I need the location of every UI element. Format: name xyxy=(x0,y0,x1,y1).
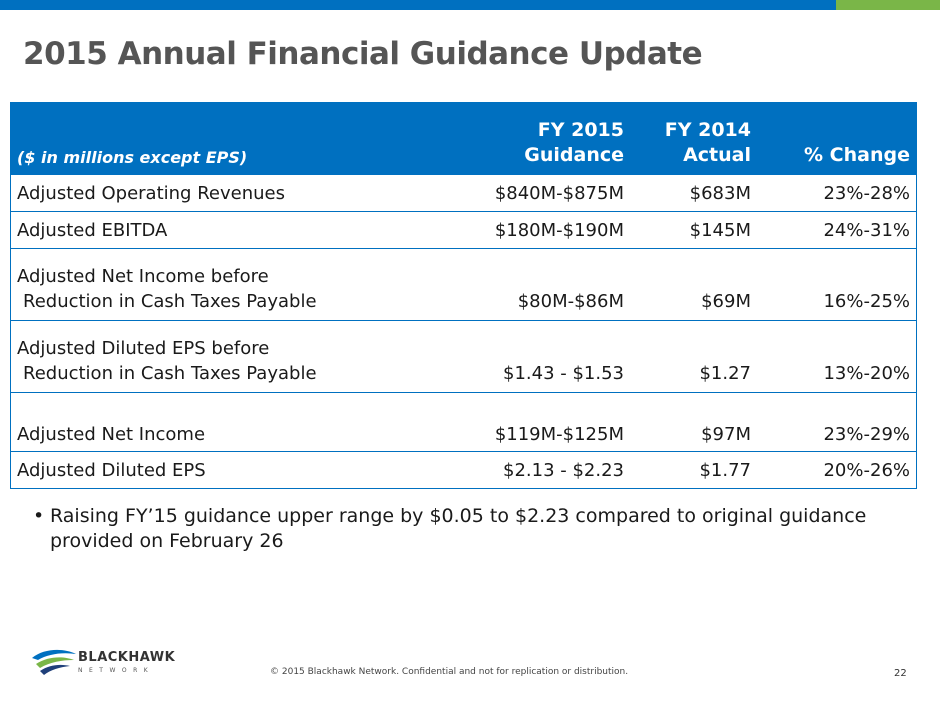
actual-value: $69M xyxy=(630,248,757,321)
table-header-row: ($ in millions except EPS) FY 2015 Guida… xyxy=(10,102,917,175)
table-row: Adjusted Net Income $119M-$125M $97M 23%… xyxy=(10,392,917,452)
row-label: Adjusted Net Income xyxy=(10,392,448,452)
units-label: ($ in millions except EPS) xyxy=(10,102,448,175)
footer-copyright: © 2015 Blackhawk Network. Confidential a… xyxy=(270,667,629,677)
change-value: 23%-28% xyxy=(757,175,917,212)
top-accent-bar-green xyxy=(836,0,940,10)
top-accent-bar-blue xyxy=(0,0,836,10)
header-line2: Actual xyxy=(683,144,751,167)
table-row: Adjusted EBITDA $180M-$190M $145M 24%-31… xyxy=(10,211,917,249)
guidance-table: ($ in millions except EPS) FY 2015 Guida… xyxy=(10,102,917,489)
page-title: 2015 Annual Financial Guidance Update xyxy=(23,36,703,72)
guidance-value: $840M-$875M xyxy=(448,175,630,212)
header-line1: FY 2014 xyxy=(664,118,751,141)
change-value: 13%-20% xyxy=(757,320,917,393)
row-label-line2: Reduction in Cash Taxes Payable xyxy=(23,362,317,384)
logo-wordmark: BLACKHAWK xyxy=(78,650,176,665)
guidance-value: $1.43 - $1.53 xyxy=(448,320,630,393)
row-label-line1: Adjusted EBITDA xyxy=(17,219,168,241)
bullet-text: Raising FY’15 guidance upper range by $0… xyxy=(50,505,867,553)
header-fy2014-actual: FY 2014 Actual xyxy=(630,102,757,175)
guidance-value: $80M-$86M xyxy=(448,248,630,321)
header-line2: % Change xyxy=(804,144,910,167)
table-row: Adjusted Operating Revenues $840M-$875M … xyxy=(10,175,917,212)
change-value: 23%-29% xyxy=(757,392,917,452)
row-label-line1: Adjusted Net Income before xyxy=(17,266,269,288)
row-label: Adjusted EBITDA xyxy=(10,211,448,249)
row-label-line1: Adjusted Diluted EPS before xyxy=(17,338,270,360)
company-logo: BLACKHAWK NETWORK xyxy=(30,644,180,684)
row-label-line2: Reduction in Cash Taxes Payable xyxy=(23,290,317,312)
actual-value: $683M xyxy=(630,175,757,212)
bullet-point: • Raising FY’15 guidance upper range by … xyxy=(33,504,873,555)
row-label: Adjusted Operating Revenues xyxy=(10,175,448,212)
guidance-value: $119M-$125M xyxy=(448,392,630,452)
change-value: 16%-25% xyxy=(757,248,917,321)
table-row: Adjusted Diluted EPS $2.13 - $2.23 $1.77… xyxy=(10,451,917,489)
table-row: Adjusted Net Income before Reduction in … xyxy=(10,248,917,321)
row-label: Adjusted Net Income before Reduction in … xyxy=(10,248,448,321)
hawk-swoosh-icon xyxy=(32,649,76,675)
actual-value: $97M xyxy=(630,392,757,452)
row-label: Adjusted Diluted EPS before Reduction in… xyxy=(10,320,448,393)
row-label-line1: Adjusted Diluted EPS xyxy=(17,459,206,481)
actual-value: $1.77 xyxy=(630,451,757,489)
row-label: Adjusted Diluted EPS xyxy=(10,451,448,489)
change-value: 20%-26% xyxy=(757,451,917,489)
change-value: 24%-31% xyxy=(757,211,917,249)
header-line1: FY 2015 xyxy=(537,118,624,141)
guidance-value: $2.13 - $2.23 xyxy=(448,451,630,489)
actual-value: $145M xyxy=(630,211,757,249)
header-fy2015-guidance: FY 2015 Guidance xyxy=(448,102,630,175)
actual-value: $1.27 xyxy=(630,320,757,393)
header-line2: Guidance xyxy=(524,144,624,167)
bullet-marker: • xyxy=(33,505,45,527)
header-percent-change: % Change xyxy=(757,102,917,175)
page-number: 22 xyxy=(894,668,907,679)
row-label-line1: Adjusted Net Income xyxy=(17,424,206,445)
table-row: Adjusted Diluted EPS before Reduction in… xyxy=(10,320,917,393)
guidance-value: $180M-$190M xyxy=(448,211,630,249)
logo-subtext: NETWORK xyxy=(78,667,155,674)
row-label-line1: Adjusted Operating Revenues xyxy=(17,182,285,204)
